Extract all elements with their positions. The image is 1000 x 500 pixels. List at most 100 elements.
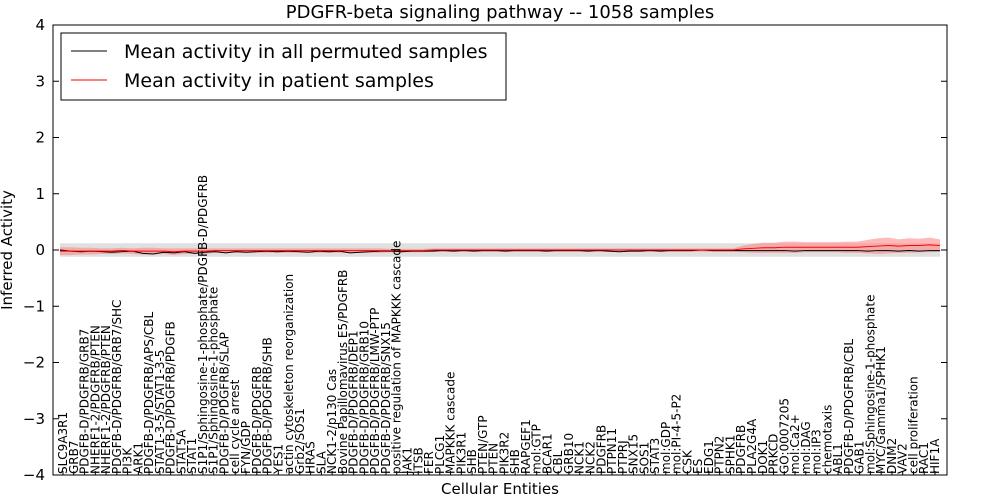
category-label: actin cytoskeleton reorganization [282, 274, 296, 474]
category-label: ARK1 [131, 442, 145, 474]
y-tick-label: 3 [35, 72, 45, 90]
category-label: mol:IP3 [810, 429, 824, 474]
category-label: PDGFB-D/PDGFRB/SHB [261, 337, 275, 474]
legend: Mean activity in all permuted samples Mea… [60, 32, 507, 101]
category-label: mol:DAG [799, 421, 813, 474]
category-label: PDGFB-D/PDGFRB/GRB7 [78, 329, 92, 474]
y-axis-ticks: −4 −3 −2 −1 0 1 2 3 4 [23, 16, 947, 484]
y-tick-label: −1 [23, 297, 45, 315]
category-label: PDGFB-D/PDGFRB/APS/CBL [142, 311, 156, 474]
y-tick-label: −3 [23, 410, 45, 428]
category-label: RAC1 [917, 442, 931, 474]
category-labels: SLC9A3R1GRB7PDGFB-D/PDGFRB/GRB7NHERF1-2/… [56, 175, 942, 475]
category-label: EDG1 [702, 440, 716, 474]
category-label: mol:PI-4-5-P2 [670, 394, 684, 474]
category-label: STAT5A [174, 429, 188, 474]
category-label: GO:0007205 [777, 398, 791, 474]
category-label: PI3K [121, 447, 135, 474]
plot-frame [52, 24, 948, 476]
category-label: HRAS [304, 441, 318, 474]
category-label: PTPRJ [616, 440, 630, 474]
category-label: PTEN [487, 443, 501, 474]
category-label: MYC/Gamma1/SPHK1 [874, 346, 888, 474]
category-label: PDGFRB [594, 425, 608, 474]
category-label: PDGFB-D/PDGFRB [250, 366, 264, 474]
category-label: cell proliferation [906, 376, 920, 474]
category-label: NCK2 [584, 441, 598, 474]
category-label: STAT1 [185, 438, 199, 474]
category-label: ITSB [411, 447, 425, 474]
category-label: FER [422, 451, 436, 474]
permuted-mean-line [59, 249, 940, 255]
category-label: PIK3R2 [497, 432, 511, 474]
category-label: ES [691, 459, 705, 474]
category-label: ABL1 [831, 443, 845, 474]
category-label: BCAR1 [540, 433, 554, 474]
y-tick-label: 0 [35, 241, 45, 259]
category-label: SOS1 [637, 442, 651, 474]
category-label: PLCG1 [433, 435, 447, 474]
category-label: PRKCD [767, 434, 781, 474]
category-label: mol:Sphingosine-1-phosphate [863, 295, 877, 475]
category-label: PTPN11 [605, 428, 619, 474]
category-label: CBL [551, 450, 565, 474]
category-label: SLC9A3R1 [56, 412, 70, 474]
legend-label: Mean activity in patient samples [124, 70, 434, 92]
category-label: CSK [680, 449, 694, 474]
category-label: positive regulation of MAPKKK cascade [390, 241, 404, 474]
category-label: PDGFB-D/PDGFRB/LMW-PTP [368, 308, 382, 474]
category-label: SLA [314, 450, 328, 474]
x-axis-label: Cellular Entities [441, 480, 559, 498]
category-label: PIK3R1 [454, 432, 468, 474]
category-label: FYN/GDP [239, 421, 253, 474]
category-label: PDGFB-D/PDGFRB/GRB7/SHC [110, 300, 124, 474]
legend-label: Mean activity in all permuted samples [124, 41, 487, 63]
category-label: NCK1-2/p130 Cas [325, 369, 339, 474]
category-label: DNM2 [885, 438, 899, 474]
category-label: cell cycle arrest [228, 379, 242, 474]
category-label: JAK1 [400, 447, 414, 475]
category-label: PLA2G4A [745, 418, 759, 474]
category-label: STAT3 [648, 438, 662, 474]
category-label: SPHK1 [723, 435, 737, 474]
category-label: GRB7 [67, 440, 81, 474]
category-label: NHERF1-2/PDGFRB/PTEN [88, 325, 102, 474]
y-axis-label: Inferred Activity [0, 190, 16, 310]
y-tick-label: 1 [35, 185, 45, 203]
category-label: S1P1/Sphingosine-1-phosphate/PDGFB-D/PDG… [196, 175, 210, 474]
category-label: GRB10 [562, 433, 576, 474]
category-label: GAB1 [853, 441, 867, 474]
series-lines [59, 244, 941, 255]
category-label: PDGFB-D/PDGFRB/SNX15 [379, 322, 393, 474]
category-label: Grb2/SOS1 [293, 408, 307, 474]
category-label: RAPGEF1 [519, 419, 533, 474]
category-label: PDGFB-D/PDGFRB/PDGFB [164, 321, 178, 474]
category-label: VAV2 [896, 443, 910, 474]
y-tick-label: 4 [35, 16, 45, 34]
category-label: PTPN2 [713, 436, 727, 474]
category-label: SNX15 [627, 434, 641, 474]
y-tick-label: 2 [35, 129, 45, 147]
category-label: mol:Ca2+ [788, 414, 802, 474]
y-tick-label: −2 [23, 354, 45, 372]
category-label: PDGFB-D/PDGFRB/SLAP [217, 332, 231, 474]
category-label: mol:GDP [659, 422, 673, 474]
category-label: MAPKKK cascade [444, 372, 458, 474]
category-label: YES1 [271, 444, 285, 475]
legend-box [60, 32, 507, 101]
category-label: SHB [508, 449, 522, 474]
category-label: PTEN/GTP [476, 415, 490, 474]
category-label: PDGFB-D/PDGFRB/GRB10 [357, 321, 371, 474]
category-label: PDGFRB [734, 425, 748, 474]
category-label: PDGFB-D/PDGFRB/DEP1 [347, 330, 361, 474]
category-label: chemotaxis [820, 405, 834, 474]
category-label: Bovine Papillomavirus E5/PDGFRB [336, 270, 350, 474]
chart-title: PDGFR-beta signaling pathway -- 1058 sam… [286, 2, 715, 23]
category-label: PDGFB-D/PDGFRB/CBL [842, 339, 856, 474]
category-label: STAT1-3-5/STAT1-3-5 [153, 350, 167, 474]
category-label: NCK1 [573, 441, 587, 474]
category-label: DOK1 [756, 440, 770, 474]
y-tick-label: −4 [23, 466, 45, 484]
